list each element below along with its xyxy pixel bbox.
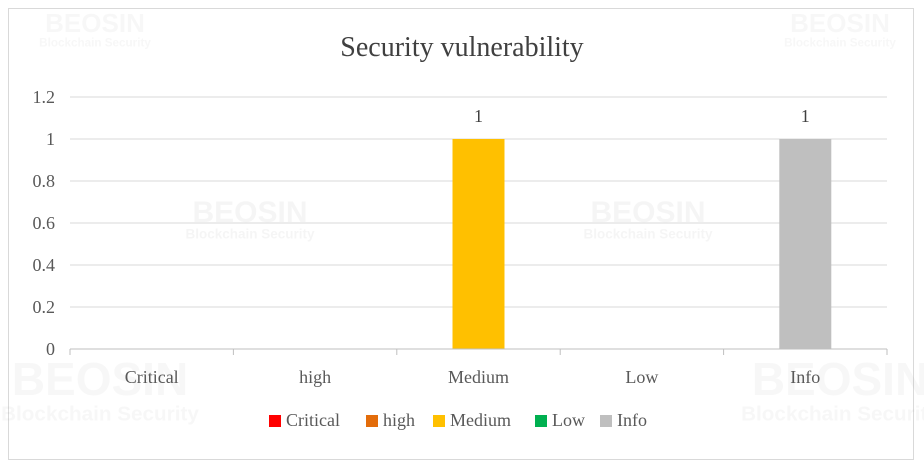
watermark-brand: BEOSIN	[12, 353, 188, 405]
y-tick-label: 0.2	[33, 297, 56, 317]
watermark-tagline: Blockchain Security	[39, 36, 151, 49]
y-tick-label: 0.4	[33, 255, 56, 275]
watermark-tagline: Blockchain Security	[1, 402, 199, 425]
watermark-tagline: Blockchain Security	[583, 227, 713, 242]
legend-swatch	[366, 415, 378, 427]
x-tick-label: Medium	[448, 367, 509, 387]
x-axis: Critical high Medium Low Info	[69, 348, 888, 387]
watermark-brand: BEOSIN	[790, 8, 890, 38]
watermark-tagline: Blockchain Security	[741, 402, 924, 425]
y-tick-label: 1	[46, 129, 55, 149]
legend-swatch	[600, 415, 612, 427]
legend-swatch	[269, 415, 281, 427]
chart-title: Security vulnerability	[340, 32, 583, 63]
legend-entry: high	[383, 410, 415, 430]
watermark-tagline: Blockchain Security	[185, 227, 315, 242]
y-tick-label: 0.8	[33, 171, 56, 191]
legend-entry: Medium	[450, 410, 511, 430]
x-tick-label: Low	[625, 367, 658, 387]
legend: Critical high Medium Low Info	[269, 410, 647, 430]
data-label: 1	[474, 106, 483, 126]
bars	[452, 139, 832, 349]
watermark-brand: BEOSIN	[590, 196, 705, 229]
y-tick-label: 0	[46, 339, 55, 359]
watermark-brand: BEOSIN	[192, 196, 307, 229]
watermark-brand: BEOSIN	[752, 353, 924, 405]
watermark-tagline: Blockchain Security	[784, 36, 896, 49]
bar-medium	[452, 139, 505, 349]
y-tick-label: 1.2	[33, 87, 56, 107]
legend-entry: Low	[552, 410, 585, 430]
x-tick-label: high	[299, 367, 331, 387]
legend-entry: Info	[617, 410, 647, 430]
bar-info	[779, 139, 832, 349]
x-tick-label: Info	[790, 367, 820, 387]
legend-entry: Critical	[286, 410, 340, 430]
y-tick-label: 0.6	[33, 213, 56, 233]
data-label: 1	[801, 106, 810, 126]
legend-swatch	[535, 415, 547, 427]
x-tick-label: Critical	[125, 367, 179, 387]
y-axis-ticks: 0 0.2 0.4 0.6 0.8 1 1.2	[33, 87, 56, 359]
legend-swatch	[433, 415, 445, 427]
watermark-brand: BEOSIN	[45, 8, 145, 38]
